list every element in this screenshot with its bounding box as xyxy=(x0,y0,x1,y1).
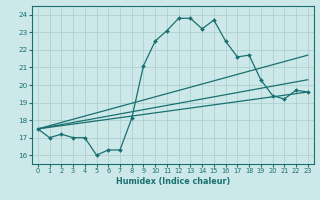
X-axis label: Humidex (Indice chaleur): Humidex (Indice chaleur) xyxy=(116,177,230,186)
